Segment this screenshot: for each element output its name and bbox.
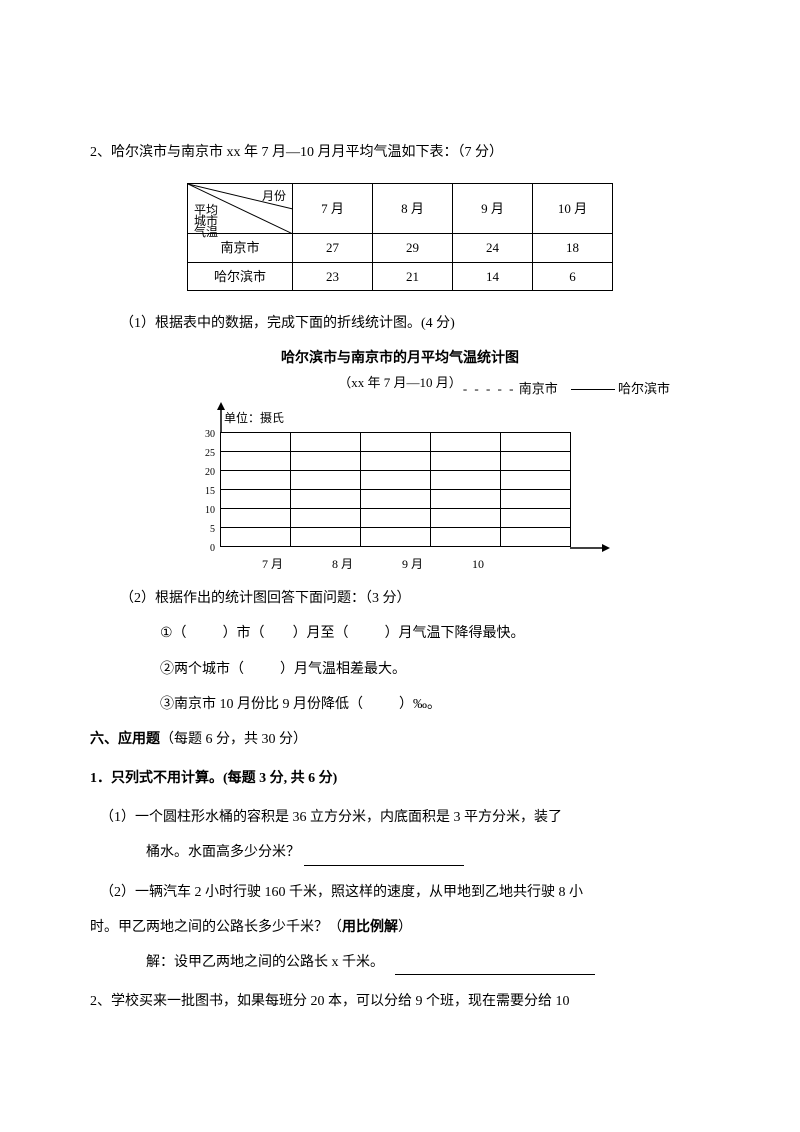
y-axis-arrow-icon xyxy=(215,402,227,432)
table-row: 南京市 27 29 24 18 xyxy=(188,234,613,262)
q2-title: 2、哈尔滨市与南京市 xx 年 7 月—10 月月平均气温如下表：（7 分） xyxy=(90,140,710,165)
table-row: 哈尔滨市 23 21 14 6 xyxy=(188,262,613,290)
header-month: 月份 xyxy=(262,186,286,208)
q6-1-1-line2: 桶水。水面高多少分米？ xyxy=(146,840,710,865)
legend-harbin: 哈尔滨市 xyxy=(618,381,670,396)
y-tick: 0 xyxy=(193,540,215,558)
y-tick: 5 xyxy=(193,521,215,539)
col-month: 8 月 xyxy=(373,184,453,234)
temperature-table: 月份 平均气温 城市 7 月 8 月 9 月 10 月 南京市 27 29 24… xyxy=(187,183,613,291)
value-cell: 14 xyxy=(453,262,533,290)
col-month: 7 月 xyxy=(293,184,373,234)
x-tick: 8 月 xyxy=(332,554,353,576)
value-cell: 6 xyxy=(533,262,613,290)
q6-2: 2、学校买来一批图书，如果每班分 20 本，可以分给 9 个班，现在需要分给 1… xyxy=(90,989,710,1014)
x-tick: 7 月 xyxy=(262,554,283,576)
col-month: 10 月 xyxy=(533,184,613,234)
answer-blank[interactable] xyxy=(304,852,464,866)
q6-1-1-line1: （1）一个圆柱形水桶的容积是 36 立方分米，内底面积是 3 平方分米，装了 xyxy=(100,805,710,830)
section-6-title: 六、应用题（每题 6 分，共 30 分） xyxy=(90,727,710,752)
line-chart: 单位：摄氏 051015202530 7 月8 月9 月10 xyxy=(190,404,610,584)
q6-1-2-line2: 时。甲乙两地之间的公路长多少千米？（用比例解） xyxy=(90,915,710,940)
legend-nanjing: 南京市 xyxy=(519,381,558,396)
header-city: 城市 xyxy=(194,211,218,233)
q6-1-2-solve: 解：设甲乙两地之间的公路长 x 千米。 xyxy=(146,950,710,975)
q6-1-title: 1．只列式不用计算。(每题 3 分, 共 6 分) xyxy=(90,766,710,791)
table-diag-header: 月份 平均气温 城市 xyxy=(188,184,293,234)
value-cell: 18 xyxy=(533,234,613,262)
q2-sub2: （2）根据作出的统计图回答下面问题：（3 分） xyxy=(120,586,710,611)
answer-blank[interactable] xyxy=(395,961,595,975)
q2-sub1: （1）根据表中的数据，完成下面的折线统计图。(4 分) xyxy=(120,311,710,336)
y-tick: 15 xyxy=(193,483,215,501)
fill-2: ②两个城市（）月气温相差最大。 xyxy=(160,657,710,682)
x-tick: 9 月 xyxy=(402,554,423,576)
x-tick: 10 xyxy=(472,554,484,576)
value-cell: 21 xyxy=(373,262,453,290)
y-tick: 30 xyxy=(193,426,215,444)
y-tick: 25 xyxy=(193,445,215,463)
y-tick: 20 xyxy=(193,464,215,482)
value-cell: 23 xyxy=(293,262,373,290)
chart-title: 哈尔滨市与南京市的月平均气温统计图 xyxy=(90,346,710,371)
x-axis-arrow-icon xyxy=(570,542,610,554)
chart-grid xyxy=(220,432,571,547)
col-month: 9 月 xyxy=(453,184,533,234)
city-cell: 哈尔滨市 xyxy=(188,262,293,290)
value-cell: 24 xyxy=(453,234,533,262)
value-cell: 27 xyxy=(293,234,373,262)
y-tick: 10 xyxy=(193,502,215,520)
fill-1: ①（）市（）月至（）月气温下降得最快。 xyxy=(160,621,710,646)
value-cell: 29 xyxy=(373,234,453,262)
y-axis-unit: 单位：摄氏 xyxy=(224,408,284,430)
q6-1-2-line1: （2）一辆汽车 2 小时行驶 160 千米，照这样的速度，从甲地到乙地共行驶 8… xyxy=(100,880,710,905)
fill-3: ③南京市 10 月份比 9 月份降低（）‰。 xyxy=(160,692,710,717)
